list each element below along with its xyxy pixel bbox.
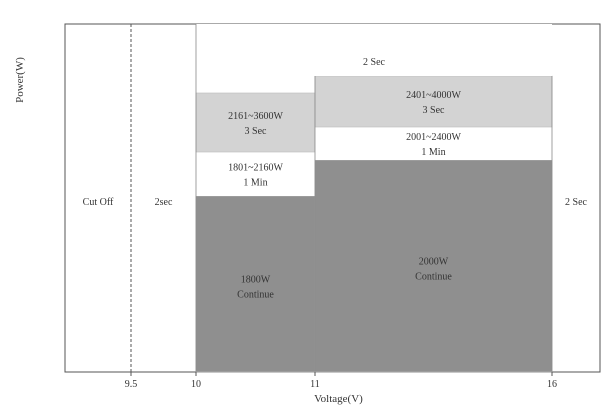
region-label-r10-1800-1: 1800W xyxy=(241,275,271,286)
x-tick-label: 9.5 xyxy=(125,379,138,390)
region-label-high-2sec: 2 Sec xyxy=(565,197,588,208)
y-axis-label: Power(W) xyxy=(14,57,26,103)
region-label-r11-2000-1: 2000W xyxy=(419,257,449,268)
x-tick-label: 10 xyxy=(191,379,201,390)
region-label-r11-4000-1: 2401~4000W xyxy=(406,90,461,101)
x-tick-label: 16 xyxy=(547,379,557,390)
region-label-r11-2000-2: Continue xyxy=(415,272,452,283)
region-label-r10-1800-2: Continue xyxy=(237,290,274,301)
region-label-r11-4000-2: 3 Sec xyxy=(423,105,446,116)
region-label-r11-2400-1: 2001~2400W xyxy=(406,132,461,143)
region-label-cutoff: Cut Off xyxy=(83,197,114,208)
region-r11-2400 xyxy=(315,127,552,160)
region-r10-1800 xyxy=(195,195,316,373)
region-label-top-2sec: 2 Sec xyxy=(363,57,386,68)
region-label-r11-2400-2: 1 Min xyxy=(421,147,445,158)
region-label-r10-3600-2: 3 Sec xyxy=(245,126,268,137)
region-r11-4000 xyxy=(314,75,553,128)
x-axis-label: Voltage(V) xyxy=(314,393,363,405)
region-label-r10-3600-1: 2161~3600W xyxy=(228,111,283,122)
region-r10-3600 xyxy=(195,92,316,153)
region-top-2sec xyxy=(196,24,552,76)
region-label-r10-2160-2: 1 Min xyxy=(243,178,267,189)
region-r10-2160 xyxy=(196,152,315,196)
x-tick-label: 11 xyxy=(310,379,320,390)
region-label-low-2sec: 2sec xyxy=(155,197,173,208)
region-label-r10-2160-1: 1801~2160W xyxy=(228,163,283,174)
